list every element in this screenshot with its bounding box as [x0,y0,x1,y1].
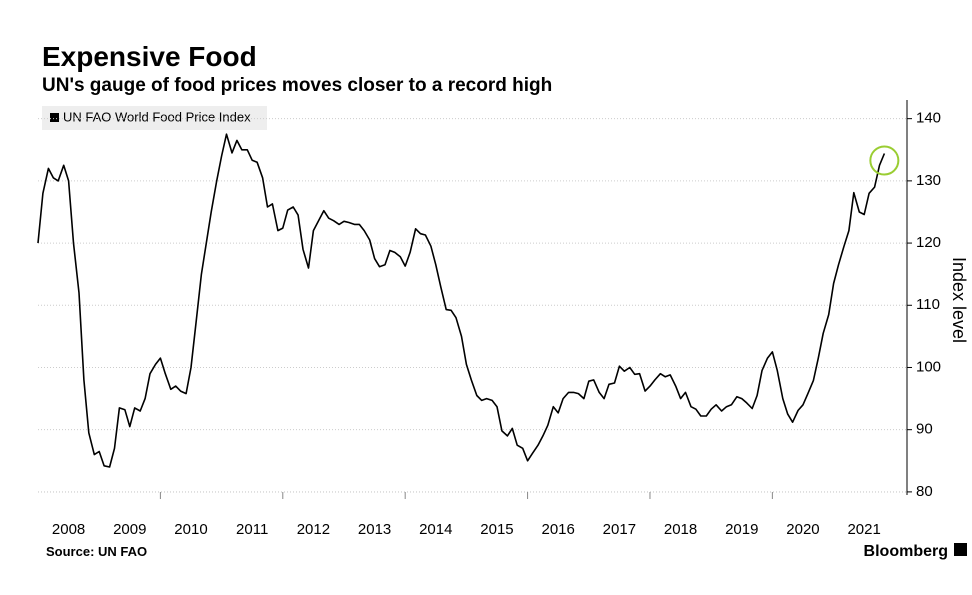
y-axis-label: Index level [949,257,969,343]
highlight-marker [869,145,900,176]
legend-box [42,106,267,130]
y-tick-label: 90 [916,421,933,438]
x-tick-label: 2009 [113,521,146,538]
y-tick-label: 120 [916,234,941,251]
chart-subtitle: UN's gauge of food prices moves closer t… [42,75,552,96]
x-tick-label: 2018 [664,521,697,538]
x-tick-label: 2011 [236,521,268,538]
chart-title: Expensive Food [42,41,257,72]
y-tick-label: 110 [916,296,940,313]
x-tick-label: 2015 [480,521,513,538]
x-tick-label: 2014 [419,521,452,538]
x-tick-label: 2016 [541,521,574,538]
y-tick-label: 100 [916,358,941,375]
x-tick-label: 2010 [174,521,207,538]
y-tick-label: 140 [916,110,941,127]
legend-swatch [50,113,59,122]
x-tick-label: 2020 [786,521,819,538]
x-tick-label: 2021 [847,521,880,538]
line [37,133,886,468]
brand-icon [954,543,967,556]
x-tick-label: 2017 [603,521,636,538]
y-tick-label: 130 [916,172,941,189]
x-tick-label: 2012 [297,521,330,538]
source: Source: UN FAO [46,544,147,559]
x-tick-label: 2019 [725,521,758,538]
legend-label: UN FAO World Food Price Index [63,109,251,124]
brand: Bloomberg [864,543,948,560]
y-tick-label: 80 [916,483,933,500]
x-tick-label: 2013 [358,521,391,538]
x-tick-label: 2008 [52,521,85,538]
plot: 80 90 100 110 120 130 140 2008 2009 2010 2011 2012 2… [37,100,941,538]
